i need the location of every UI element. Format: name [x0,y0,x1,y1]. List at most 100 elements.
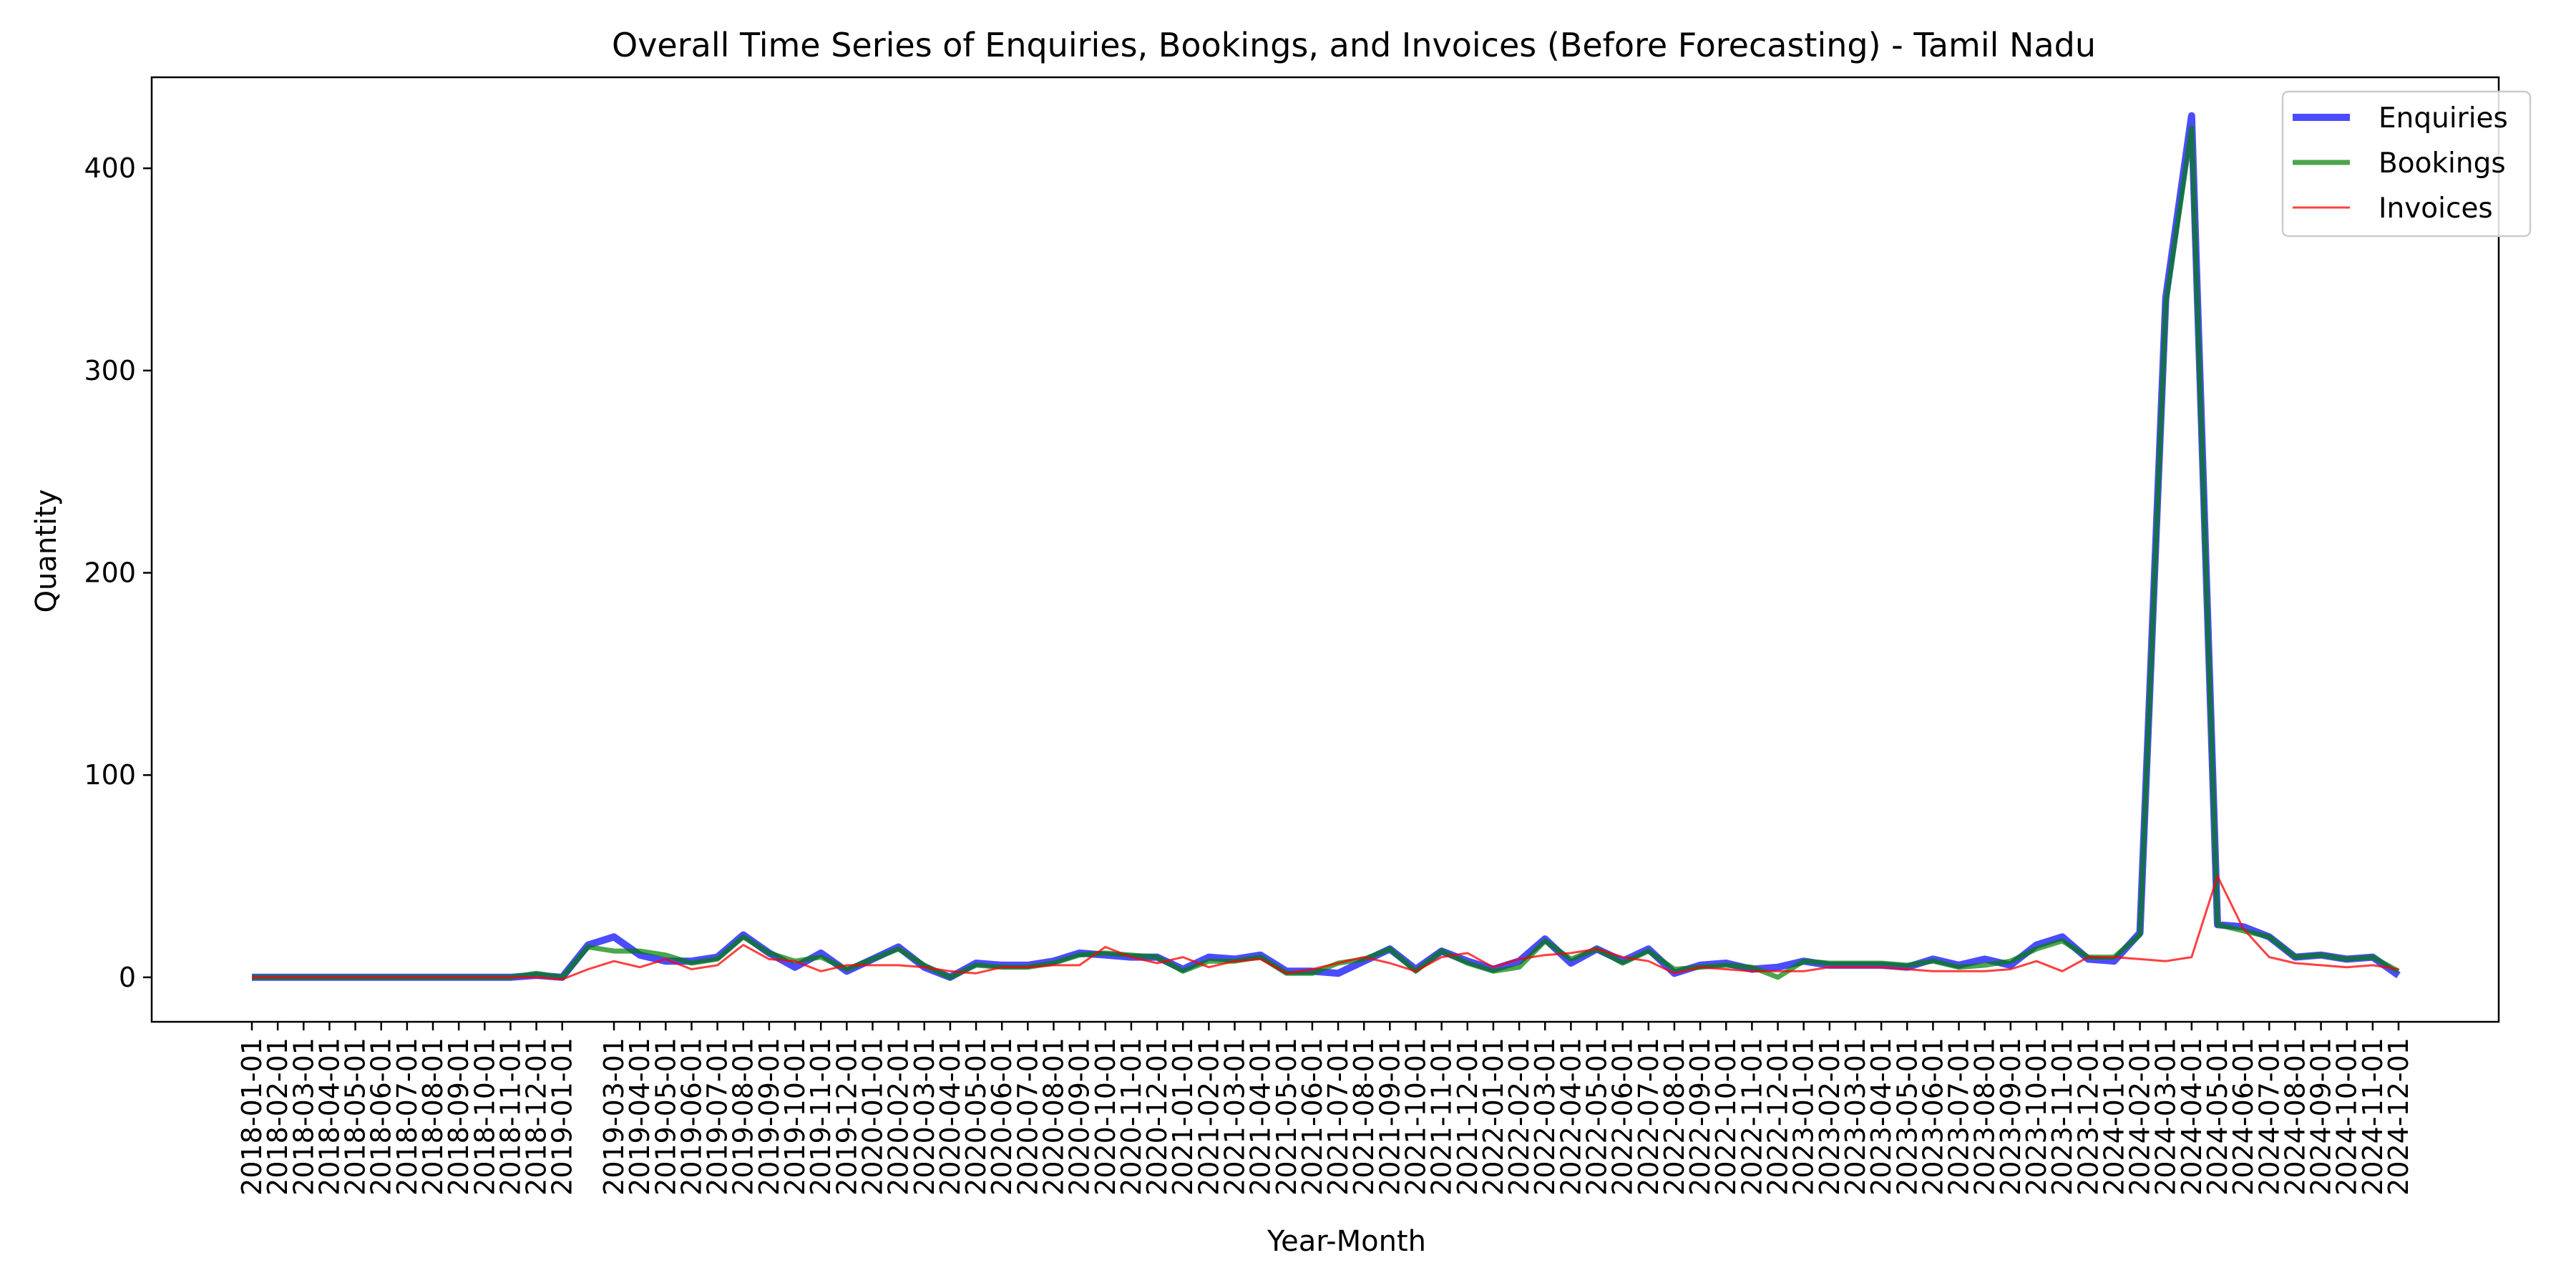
series-line-invoices [252,875,2399,981]
x-tick-label: 2024-11-01 [2357,1038,2389,1196]
x-tick-label: 2023-10-01 [2021,1038,2052,1196]
x-tick-label: 2023-07-01 [1943,1038,1975,1196]
x-tick-label: 2020-09-01 [1064,1038,1096,1196]
legend-label-invoices: Invoices [2379,192,2493,225]
x-tick-label: 2022-03-01 [1529,1038,1561,1196]
x-tick-label: 2022-04-01 [1555,1038,1586,1196]
x-tick-label: 2020-01-01 [857,1038,888,1196]
x-tick-label: 2018-10-01 [469,1038,500,1196]
x-tick-label: 2021-01-01 [1167,1038,1199,1196]
x-tick-label: 2018-01-01 [236,1038,268,1196]
x-tick-label: 2020-10-01 [1090,1038,1121,1196]
x-tick-label: 2020-05-01 [960,1038,992,1196]
y-tick-label: 0 [119,962,136,993]
x-tick-label: 2021-02-01 [1193,1038,1224,1196]
x-tick-label: 2022-05-01 [1581,1038,1613,1196]
series-line-bookings [252,125,2400,980]
x-tick-label: 2018-08-01 [417,1038,449,1196]
x-tick-label: 2021-05-01 [1271,1038,1302,1196]
x-tick-label: 2020-03-01 [909,1038,940,1196]
x-tick-label: 2021-07-01 [1322,1038,1354,1196]
x-tick-label: 2021-10-01 [1400,1038,1432,1196]
x-tick-label: 2020-06-01 [986,1038,1018,1196]
x-tick-label: 2021-09-01 [1374,1038,1405,1196]
x-axis: 2018-01-012018-02-012018-03-012018-04-01… [236,1022,2414,1196]
x-tick-label: 2018-09-01 [443,1038,474,1196]
x-tick-label: 2023-03-01 [1840,1038,1871,1196]
x-tick-label: 2023-06-01 [1917,1038,1948,1196]
x-tick-label: 2022-01-01 [1478,1038,1509,1196]
x-axis-label: Year-Month [1267,1225,1426,1258]
x-tick-label: 2018-04-01 [313,1038,345,1196]
x-tick-label: 2020-07-01 [1012,1038,1043,1196]
x-tick-label: 2018-07-01 [391,1038,423,1196]
x-tick-label: 2024-10-01 [2331,1038,2363,1196]
y-tick-label: 300 [84,355,136,386]
x-tick-label: 2019-03-01 [598,1038,630,1196]
x-tick-label: 2022-11-01 [1736,1038,1767,1196]
x-tick-label: 2019-07-01 [702,1038,733,1196]
x-tick-label: 2024-06-01 [2228,1038,2259,1196]
y-axis: 0 100 200 300 400 [84,152,152,993]
x-tick-label: 2024-03-01 [2150,1038,2182,1196]
legend-label-enquiries: Enquiries [2379,102,2508,135]
x-tick-label: 2024-01-01 [2098,1038,2129,1196]
x-tick-label: 2024-08-01 [2279,1038,2311,1196]
x-tick-label: 2021-06-01 [1297,1038,1328,1196]
y-tick-label: 400 [84,152,136,184]
x-tick-label: 2022-07-01 [1633,1038,1664,1196]
series-layer [252,112,2401,981]
x-tick-label: 2018-12-01 [521,1038,552,1196]
y-tick-label: 100 [84,759,136,791]
legend-label-bookings: Bookings [2379,147,2506,180]
x-tick-label: 2020-11-01 [1116,1038,1147,1196]
x-tick-label: 2019-06-01 [675,1038,707,1196]
x-tick-label: 2021-04-01 [1245,1038,1277,1196]
x-tick-label: 2022-12-01 [1762,1038,1794,1196]
x-tick-label: 2022-10-01 [1710,1038,1742,1196]
y-axis-label: Quantity [30,489,63,613]
x-tick-label: 2019-11-01 [805,1038,836,1196]
x-tick-label: 2019-01-01 [547,1038,578,1196]
x-tick-label: 2020-08-01 [1038,1038,1069,1196]
x-tick-label: 2020-02-01 [883,1038,914,1196]
x-tick-label: 2024-07-01 [2253,1038,2285,1196]
x-tick-label: 2023-05-01 [1891,1038,1923,1196]
x-tick-label: 2018-11-01 [494,1038,526,1196]
x-tick-label: 2019-12-01 [831,1038,862,1196]
x-tick-label: 2021-11-01 [1426,1038,1458,1196]
plot-area [150,76,2500,1023]
x-tick-label: 2021-03-01 [1219,1038,1250,1196]
x-tick-label: 2024-02-01 [2124,1038,2156,1196]
x-tick-label: 2024-12-01 [2383,1038,2414,1196]
x-tick-label: 2024-09-01 [2306,1038,2337,1196]
x-tick-label: 2018-03-01 [288,1038,319,1196]
chart-title: Overall Time Series of Enquiries, Bookin… [612,26,2096,64]
x-tick-label: 2023-02-01 [1814,1038,1845,1196]
x-tick-label: 2019-05-01 [650,1038,681,1196]
x-tick-label: 2018-02-01 [262,1038,293,1196]
x-tick-label: 2023-08-01 [1969,1038,2001,1196]
x-tick-label: 2019-10-01 [779,1038,811,1196]
x-tick-label: 2020-04-01 [935,1038,966,1196]
x-tick-label: 2018-06-01 [366,1038,397,1196]
plot-frame [150,76,2500,1023]
x-tick-label: 2021-08-01 [1348,1038,1380,1196]
x-tick-label: 2022-06-01 [1607,1038,1639,1196]
x-tick-label: 2023-04-01 [1865,1038,1897,1196]
series-line-enquiries [252,112,2401,981]
x-tick-label: 2023-01-01 [1788,1038,1820,1196]
x-tick-label: 2020-12-01 [1141,1038,1173,1196]
legend: Enquiries Bookings Invoices [2281,90,2532,238]
x-tick-label: 2023-11-01 [2046,1038,2078,1196]
x-tick-label: 2022-02-01 [1503,1038,1535,1196]
x-tick-label: 2023-09-01 [1995,1038,2026,1196]
x-tick-label: 2019-08-01 [728,1038,759,1196]
x-tick-label: 2019-09-01 [753,1038,785,1196]
x-tick-label: 2023-12-01 [2072,1038,2104,1196]
x-tick-label: 2021-12-01 [1452,1038,1483,1196]
x-tick-label: 2024-05-01 [2202,1038,2233,1196]
legend-box [2281,90,2532,238]
x-tick-label: 2024-04-01 [2176,1038,2207,1196]
